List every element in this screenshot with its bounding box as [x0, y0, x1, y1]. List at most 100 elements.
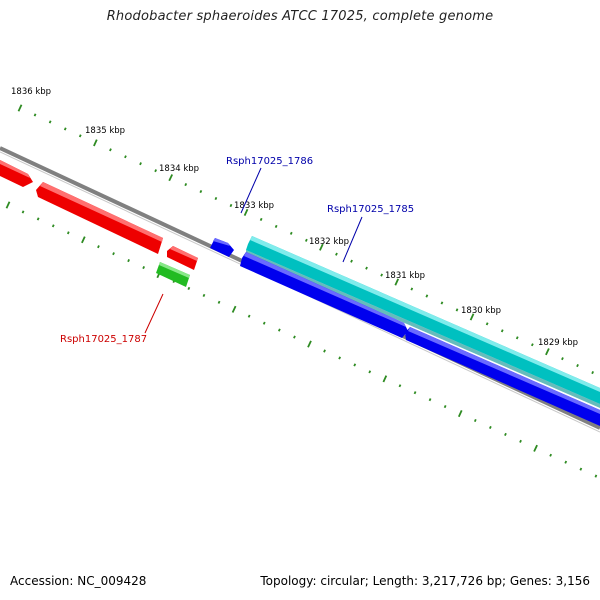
lower-ruler-major-tick — [382, 375, 388, 383]
lower-ruler-minor-tick — [428, 398, 432, 402]
upper-ruler-minor-tick — [33, 113, 37, 117]
lower-ruler-minor-tick — [323, 349, 326, 353]
lower-ruler-minor-tick — [293, 335, 296, 339]
lower-ruler-minor-tick — [579, 467, 583, 471]
upper-ruler-minor-tick — [335, 252, 338, 256]
upper-ruler-minor-tick — [229, 203, 233, 208]
lower-ruler-minor-tick — [398, 384, 402, 388]
kbp-label-1836: 1836 kbp — [11, 87, 51, 97]
lower-ruler-minor-tick — [97, 245, 100, 249]
upper-ruler-major-tick — [168, 174, 174, 182]
upper-ruler-minor-tick — [500, 329, 504, 333]
upper-ruler-major-tick — [17, 104, 23, 112]
upper-ruler-major-tick — [93, 139, 98, 147]
upper-ruler-minor-tick — [109, 148, 112, 152]
blue-gene-2[interactable] — [405, 327, 600, 426]
green-gene[interactable] — [156, 262, 190, 287]
upper-ruler-minor-tick — [48, 120, 52, 124]
upper-ruler-minor-tick — [78, 134, 82, 138]
upper-ruler-minor-tick — [304, 238, 308, 242]
gene-label-1786[interactable]: Rsph17025_1786 — [226, 156, 313, 167]
red-gene-3[interactable] — [167, 246, 198, 270]
upper-ruler-minor-tick — [410, 287, 414, 291]
upper-ruler-minor-tick — [440, 301, 444, 305]
blue-gene-small[interactable] — [210, 238, 234, 257]
kbp-labels: 1836 kbp 1835 kbp 1834 kbp 1833 kbp 1832… — [11, 87, 578, 348]
kbp-label-1834: 1834 kbp — [159, 164, 199, 174]
upper-ruler-minor-tick — [425, 294, 429, 298]
upper-ruler-minor-tick — [274, 224, 278, 228]
lower-ruler-minor-tick — [217, 300, 221, 304]
upper-ruler-minor-tick — [591, 371, 595, 375]
lower-ruler-major-tick — [457, 410, 463, 418]
upper-ruler-minor-tick — [289, 231, 293, 235]
lower-ruler-minor-tick — [594, 474, 598, 478]
lower-ruler-minor-tick — [504, 432, 507, 436]
upper-ruler-minor-tick — [63, 127, 67, 131]
lower-ruler-major-tick — [231, 305, 237, 313]
lower-ruler-minor-tick — [112, 252, 115, 256]
kbp-label-1831: 1831 kbp — [385, 271, 425, 281]
kbp-label-1830: 1830 kbp — [461, 306, 501, 316]
upper-ruler-minor-tick — [199, 190, 203, 194]
upper-ruler-minor-tick — [530, 343, 534, 347]
lower-ruler-minor-tick — [21, 210, 25, 214]
lower-ruler-minor-tick — [247, 314, 251, 318]
lower-ruler-minor-tick — [127, 259, 130, 263]
lower-ruler-minor-tick — [202, 293, 206, 297]
lower-ruler-minor-tick — [36, 217, 40, 221]
upper-ruler-minor-tick — [365, 266, 368, 270]
upper-ruler-minor-tick — [154, 169, 158, 173]
upper-ruler-major-tick — [243, 208, 249, 216]
lower-ruler-minor-tick — [187, 286, 191, 290]
lower-ruler-minor-tick — [277, 328, 281, 332]
upper-ruler-minor-tick — [139, 162, 142, 166]
upper-ruler-minor-tick — [380, 273, 384, 277]
lower-ruler-minor-tick — [51, 224, 55, 228]
upper-ruler-minor-tick — [576, 364, 579, 368]
lower-ruler-minor-tick — [564, 460, 568, 464]
lower-ruler-major-tick — [5, 201, 11, 209]
lower-ruler-minor-tick — [353, 363, 357, 367]
lower-ruler-major-tick — [307, 340, 312, 348]
lower-ruler-minor-tick — [338, 356, 342, 360]
genome-summary-text: Topology: circular; Length: 3,217,726 bp… — [260, 574, 590, 588]
upper-ruler-major-tick — [545, 348, 550, 356]
upper-ruler-major-tick — [394, 278, 400, 286]
kbp-label-1832: 1832 kbp — [309, 237, 349, 247]
gene-label-1787[interactable]: Rsph17025_1787 — [60, 334, 147, 345]
kbp-label-1835: 1835 kbp — [85, 126, 125, 136]
label-pointer-1787 — [144, 293, 164, 334]
upper-ruler-minor-tick — [515, 336, 519, 340]
lower-ruler-minor-tick — [473, 418, 477, 423]
upper-scale-ticks — [17, 104, 595, 375]
lower-ruler-minor-tick — [142, 266, 146, 270]
lower-ruler-major-tick — [81, 236, 86, 244]
upper-ruler-minor-tick — [485, 322, 489, 326]
lower-ruler-minor-tick — [443, 405, 447, 409]
gene-label-1785[interactable]: Rsph17025_1785 — [327, 204, 414, 215]
upper-ruler-minor-tick — [259, 217, 263, 221]
lower-ruler-major-tick — [533, 444, 538, 452]
kbp-label-1829: 1829 kbp — [538, 338, 578, 348]
upper-ruler-minor-tick — [214, 196, 218, 201]
lower-ruler-minor-tick — [549, 453, 553, 457]
red-gene-1[interactable] — [0, 160, 33, 187]
red-gene-2[interactable] — [36, 182, 163, 254]
kbp-label-1833: 1833 kbp — [234, 201, 274, 211]
upper-ruler-minor-tick — [350, 259, 353, 263]
upper-ruler-minor-tick — [561, 357, 564, 361]
blue-gene-1[interactable] — [240, 252, 408, 338]
map-title: Rhodobacter sphaeroides ATCC 17025, comp… — [106, 9, 494, 24]
upper-ruler-minor-tick — [124, 155, 127, 159]
lower-ruler-minor-tick — [413, 391, 417, 395]
lower-ruler-minor-tick — [66, 231, 70, 235]
lower-ruler-minor-tick — [262, 321, 266, 325]
upper-ruler-major-tick — [319, 243, 324, 251]
lower-ruler-minor-tick — [368, 370, 372, 374]
cyan-gene-1785[interactable] — [246, 236, 600, 408]
upper-ruler-minor-tick — [455, 308, 459, 312]
lower-scale-ticks — [5, 201, 598, 478]
upper-ruler-minor-tick — [184, 183, 188, 187]
